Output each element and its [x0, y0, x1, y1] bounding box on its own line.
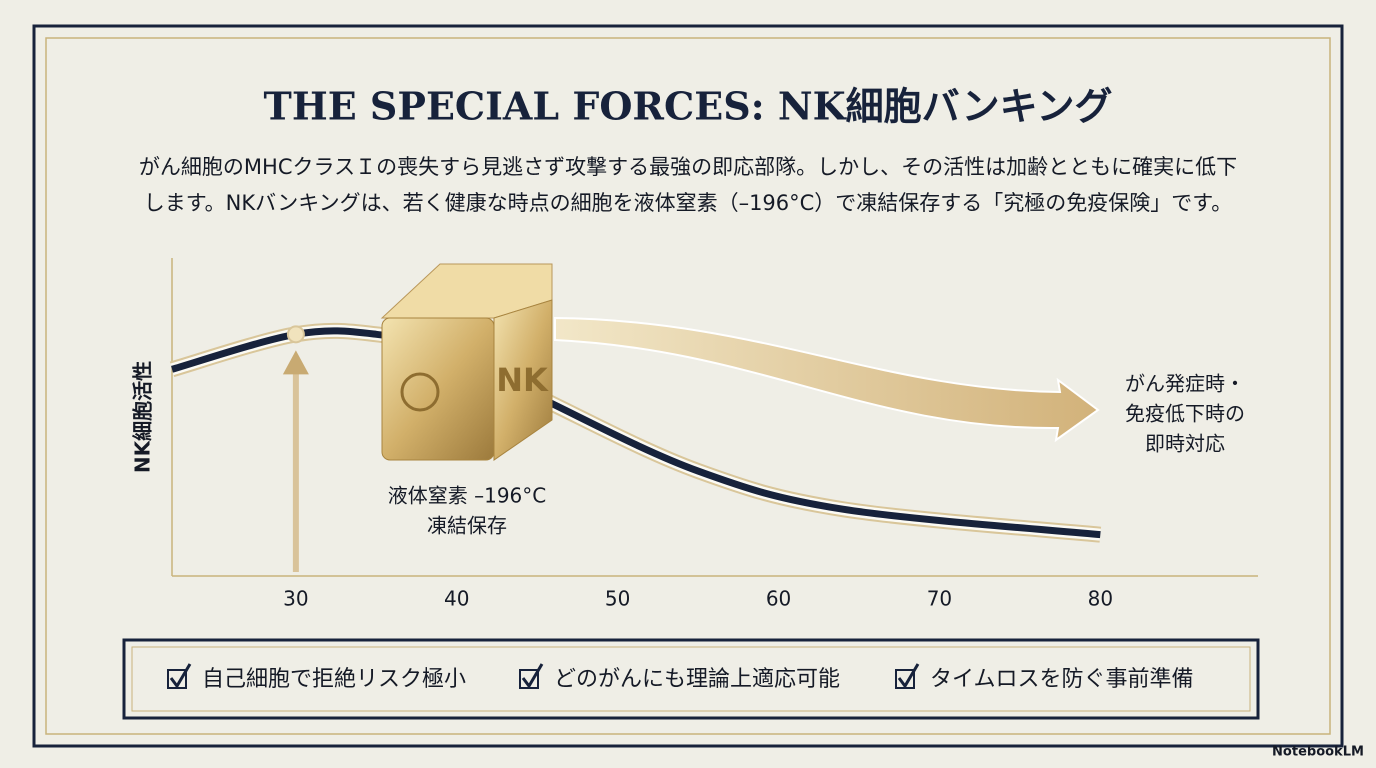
checklist-box-inner — [131, 646, 1251, 712]
description: します。NKバンキングは、若く健康な時点の細胞を液体窒素（–196°C）で凍結保… — [144, 191, 1232, 215]
x-tick-label: 60 — [766, 587, 791, 611]
frame-inner — [45, 37, 1331, 735]
frame — [32, 24, 1344, 748]
description: がん細胞のMHCクラスＩの喪失すら見逃さず攻撃する最強の即応部隊。しかし、その活… — [139, 155, 1237, 179]
x-tick-label: 50 — [605, 587, 630, 611]
checklist-item: タイムロスを防ぐ事前準備 — [930, 667, 1194, 692]
x-tick-label: 40 — [444, 587, 469, 611]
checklist-item: どのがんにも理論上適応可能 — [554, 667, 840, 692]
line — [171, 327, 1101, 539]
line-halo — [169, 322, 1102, 543]
plot: NK細胞活性 30 40 50 60 70 80 — [131, 258, 1258, 611]
checklist: 自己細胞で拒絶リスク極小 どのがんにも理論上適応可能 タイムロスを防ぐ事前準備 — [167, 663, 1194, 692]
title: THE SPECIAL FORCES: NK細胞バンキング — [264, 84, 1113, 129]
annotation: がん発症時・ — [1125, 372, 1245, 396]
point — [286, 325, 305, 344]
checklist-box — [122, 638, 1260, 720]
y-axis-label: NK細胞活性 — [131, 361, 155, 473]
annotation: 免疫低下時の — [1125, 402, 1245, 426]
x-tick-label: 80 — [1088, 587, 1113, 611]
arrow-head — [282, 350, 309, 375]
line-halo — [170, 324, 1101, 541]
footer: NotebookLM — [1272, 745, 1364, 760]
annotation: 液体窒素 –196°C — [388, 484, 547, 508]
arrow-shaft — [292, 360, 299, 572]
x-tick-label: 70 — [927, 587, 952, 611]
checklist-item: 自己細胞で拒絶リスク極小 — [202, 667, 466, 692]
safe-logo: NK — [496, 361, 549, 399]
safe: NK — [380, 263, 553, 461]
gold-arrow — [554, 316, 1100, 443]
check-mark — [521, 663, 544, 689]
check-mark — [169, 663, 192, 689]
annotation: 即時対応 — [1145, 432, 1225, 456]
check-mark — [897, 663, 920, 689]
x-tick-label: 30 — [283, 587, 308, 611]
annotation: 凍結保存 — [427, 514, 507, 538]
